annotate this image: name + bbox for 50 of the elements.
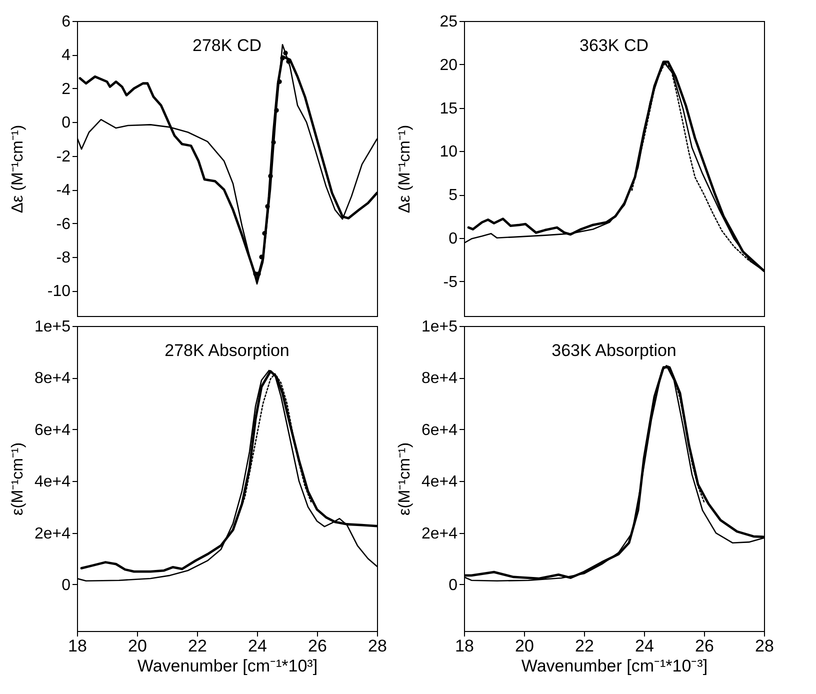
y-tick-label: -8 [56, 250, 71, 266]
x-axis-title: Wavenumber [cm⁻¹*10³] [137, 656, 318, 676]
x-tick-label: 22 [188, 636, 207, 656]
y-tick-label: 5 [448, 187, 458, 204]
y-tick-label: 6 [62, 14, 71, 30]
y-tick-label: 0 [62, 576, 71, 594]
x-axis-title: Wavenumber [cm⁻¹*10⁻³] [521, 656, 708, 676]
y-tick-label: -5 [443, 274, 458, 291]
y-tick-label: 1e+5 [421, 318, 458, 336]
x-tick-label: 26 [695, 636, 714, 656]
y-tick-label: 0 [62, 114, 71, 132]
x-tick-label: 18 [68, 636, 87, 656]
x-tick-label: 26 [308, 636, 327, 656]
y-tick-label: -10 [47, 283, 71, 300]
x-tick-label: 18 [455, 636, 474, 656]
y-tick-label: 0 [448, 576, 458, 594]
x-tick-label: 24 [248, 636, 267, 656]
y-tick-label: 20 [440, 56, 458, 74]
y-tick-label: -4 [56, 182, 71, 200]
x-tick-label: 28 [368, 636, 387, 656]
y-tick-label: 0 [448, 230, 458, 248]
y-tick-label: 6e+4 [421, 422, 458, 439]
y-tick-label: 4e+4 [34, 474, 71, 491]
y-tick-label: 2e+4 [34, 525, 71, 542]
y-tick-label: 8e+4 [34, 370, 71, 388]
x-tick-label: 22 [575, 636, 594, 656]
y-tick-label: 10 [440, 144, 458, 161]
x-tick-label: 24 [635, 636, 654, 656]
x-tick-label: 28 [755, 636, 774, 656]
y-tick-label: 1e+5 [34, 318, 71, 336]
y-axis-title: Δε (M⁻¹cm⁻¹) [396, 124, 414, 214]
y-axis-title: Δε (M⁻¹cm⁻¹) [10, 124, 26, 214]
x-tick-label: 20 [128, 636, 147, 656]
text: 278K Absorption [164, 341, 290, 360]
y-tick-label: 15 [440, 100, 458, 118]
text: 363K Absorption [552, 341, 676, 360]
y-axis-title: ε(M⁻¹cm⁻¹) [396, 442, 414, 516]
x-tick-label: 20 [515, 636, 534, 656]
y-tick-label: -6 [56, 216, 71, 233]
y-tick-label: 2e+4 [421, 525, 458, 542]
text: 278K CD [192, 36, 262, 55]
y-tick-label: -2 [56, 148, 71, 166]
y-tick-label: 25 [440, 14, 458, 30]
text: 363K CD [580, 36, 648, 55]
y-tick-label: 4 [62, 47, 71, 64]
y-tick-label: 4e+4 [421, 474, 458, 491]
y-tick-label: 8e+4 [421, 370, 458, 388]
y-tick-label: 6e+4 [34, 422, 71, 439]
y-tick-label: 2 [62, 80, 71, 98]
y-axis-title: ε(M⁻¹cm⁻¹) [10, 442, 26, 516]
